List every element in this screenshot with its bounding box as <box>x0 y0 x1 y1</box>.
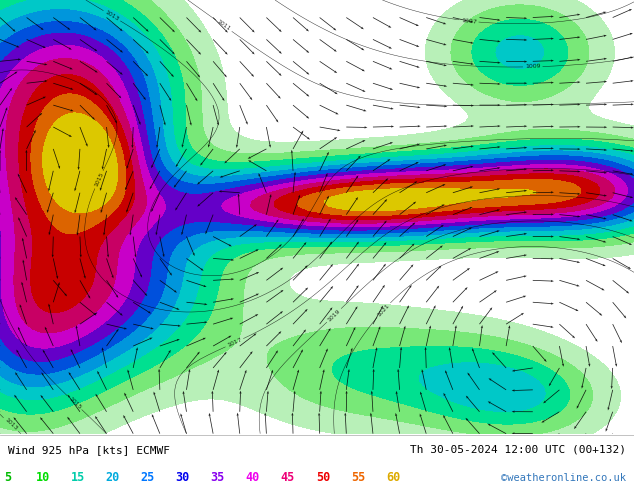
Text: 1007: 1007 <box>461 18 477 24</box>
Text: Th 30-05-2024 12:00 UTC (00+132): Th 30-05-2024 12:00 UTC (00+132) <box>410 445 626 455</box>
Text: 1013: 1013 <box>3 417 18 432</box>
Text: 1009: 1009 <box>525 64 541 70</box>
Text: 1017: 1017 <box>226 337 243 348</box>
Text: 15: 15 <box>70 471 85 484</box>
Text: 10: 10 <box>36 471 50 484</box>
Text: ©weatheronline.co.uk: ©weatheronline.co.uk <box>501 472 626 483</box>
Text: 5: 5 <box>4 471 11 484</box>
Text: 1011: 1011 <box>216 19 231 32</box>
Text: 60: 60 <box>386 471 400 484</box>
Text: 40: 40 <box>246 471 260 484</box>
Text: 55: 55 <box>351 471 365 484</box>
Text: 30: 30 <box>176 471 190 484</box>
Text: 1015: 1015 <box>93 172 105 188</box>
Text: Wind 925 hPa [kts] ECMWF: Wind 925 hPa [kts] ECMWF <box>8 445 170 455</box>
Text: 25: 25 <box>141 471 155 484</box>
Text: 1021: 1021 <box>377 303 391 318</box>
Text: 1013: 1013 <box>104 10 120 22</box>
Text: 50: 50 <box>316 471 330 484</box>
Text: 45: 45 <box>281 471 295 484</box>
Text: 35: 35 <box>210 471 225 484</box>
Text: 1019: 1019 <box>327 308 341 322</box>
Text: 1015: 1015 <box>67 395 82 410</box>
Text: 20: 20 <box>106 471 120 484</box>
